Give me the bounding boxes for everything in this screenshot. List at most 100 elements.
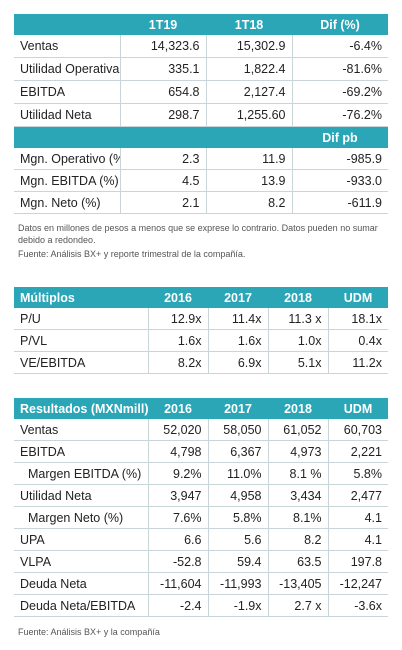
- note: Datos en millones de pesos a menos que s…: [18, 223, 378, 245]
- cell: 11.9: [205, 148, 292, 170]
- cell: 2.7 x: [267, 594, 328, 617]
- cell: 6,367: [207, 440, 268, 463]
- cell: 12.9x: [147, 308, 208, 330]
- cell: 13.9: [205, 169, 292, 192]
- cell: 5.1x: [267, 351, 328, 374]
- cell: -985.9: [291, 148, 388, 170]
- row: Margen EBITDA (%) 9.2% 11.0% 8.1 % 5.8%: [14, 462, 388, 485]
- cell: -2.4: [147, 594, 208, 617]
- row-label: Ventas: [14, 419, 148, 441]
- row-label: Mgn. Operativo (%): [14, 148, 120, 170]
- row-label: EBITDA: [14, 80, 120, 104]
- cell: 52,020: [147, 419, 208, 441]
- row-label: P/U: [14, 308, 148, 330]
- cell: 1.6x: [207, 329, 268, 352]
- row: P/VL 1.6x 1.6x 1.0x 0.4x: [14, 329, 388, 352]
- row: Utilidad Operativa 335.1 1,822.4 -81.6%: [14, 57, 388, 81]
- cell: -76.2%: [291, 103, 388, 127]
- cell: 11.0%: [207, 462, 268, 485]
- header-cell: Múltiplos: [14, 287, 148, 308]
- header-row: 1T19 1T18 Dif (%): [14, 14, 388, 35]
- header-cell: [14, 126, 120, 148]
- row: Ventas 52,020 58,050 61,052 60,703: [14, 419, 388, 441]
- header-cell: [206, 126, 292, 148]
- source: Fuente: Análisis BX+ y reporte trimestra…: [18, 249, 246, 259]
- header-cell: [14, 14, 120, 35]
- cell: 335.1: [119, 57, 206, 81]
- cell: -13,405: [267, 572, 328, 595]
- cell: 4.1: [327, 528, 388, 551]
- cell: 8.1%: [267, 506, 328, 529]
- cell: -11,604: [147, 572, 208, 595]
- cell: 4,973: [267, 440, 328, 463]
- cell: 8.2x: [147, 351, 208, 374]
- cell: 1.0x: [267, 329, 328, 352]
- cell: 60,703: [327, 419, 388, 441]
- row-label: EBITDA: [14, 440, 148, 463]
- row-label: Deuda Neta/EBITDA: [14, 594, 148, 617]
- header-row: Resultados (MXNmill) 2016 2017 2018 UDM: [14, 398, 388, 419]
- cell: 1,822.4: [205, 57, 292, 81]
- cell: -52.8: [147, 550, 208, 573]
- row-label: Margen Neto (%): [14, 506, 148, 529]
- cell: -12,247: [327, 572, 388, 595]
- row-label: Mgn. EBITDA (%): [14, 169, 120, 192]
- header-cell: 2018: [268, 287, 328, 308]
- cell: 654.8: [119, 80, 206, 104]
- cell: 4.1: [327, 506, 388, 529]
- row-label: Utilidad Neta: [14, 484, 148, 507]
- multiples-table: Múltiplos 2016 2017 2018 UDM P/U 12.9x 11.4x 11.…: [14, 287, 388, 374]
- row: P/U 12.9x 11.4x 11.3 x 18.1x: [14, 308, 388, 330]
- row-label: VLPA: [14, 550, 148, 573]
- cell: 5.6: [207, 528, 268, 551]
- cell: 4.5: [119, 169, 206, 192]
- cell: -933.0: [291, 169, 388, 192]
- cell: 1.6x: [147, 329, 208, 352]
- source: Fuente: Análisis BX+ y la compañía: [18, 627, 160, 637]
- cell: 5.8%: [207, 506, 268, 529]
- cell: 2,477: [327, 484, 388, 507]
- row-label: Ventas: [14, 35, 120, 58]
- cell: 3,434: [267, 484, 328, 507]
- header-cell: UDM: [328, 398, 388, 419]
- row: Deuda Neta -11,604 -11,993 -13,405 -12,247: [14, 572, 388, 595]
- cell: 4,958: [207, 484, 268, 507]
- row: Mgn. Operativo (%) 2.3 11.9 -985.9: [14, 148, 388, 170]
- cell: -611.9: [291, 191, 388, 214]
- cell: 8.2: [205, 191, 292, 214]
- cell: 58,050: [207, 419, 268, 441]
- cell: 63.5: [267, 550, 328, 573]
- row-label: Utilidad Operativa: [14, 57, 120, 81]
- row-label: VE/EBITDA: [14, 351, 148, 374]
- cell: -6.4%: [291, 35, 388, 58]
- cell: 6.6: [147, 528, 208, 551]
- row: Utilidad Neta 3,947 4,958 3,434 2,477: [14, 484, 388, 507]
- cell: 14,323.6: [119, 35, 206, 58]
- row: UPA 6.6 5.6 8.2 4.1: [14, 528, 388, 551]
- row-label: Mgn. Neto (%): [14, 191, 120, 214]
- header-row: Múltiplos 2016 2017 2018 UDM: [14, 287, 388, 308]
- cell: 11.3 x: [267, 308, 328, 330]
- header-cell: Dif (%): [292, 14, 388, 35]
- row-label: Utilidad Neta: [14, 103, 120, 127]
- row: Ventas 14,323.6 15,302.9 -6.4%: [14, 35, 388, 58]
- cell: 1,255.60: [205, 103, 292, 127]
- header-cell: [120, 126, 206, 148]
- header-cell: UDM: [328, 287, 388, 308]
- cell: 59.4: [207, 550, 268, 573]
- cell: 197.8: [327, 550, 388, 573]
- subheader-row: Dif pb: [14, 126, 388, 148]
- cell: 2,221: [327, 440, 388, 463]
- row: Margen Neto (%) 7.6% 5.8% 8.1% 4.1: [14, 506, 388, 529]
- cell: 298.7: [119, 103, 206, 127]
- row: Mgn. EBITDA (%) 4.5 13.9 -933.0: [14, 169, 388, 192]
- cell: 6.9x: [207, 351, 268, 374]
- header-cell: 2018: [268, 398, 328, 419]
- row-label: Margen EBITDA (%): [14, 462, 148, 485]
- row: EBITDA 4,798 6,367 4,973 2,221: [14, 440, 388, 463]
- row: Utilidad Neta 298.7 1,255.60 -76.2%: [14, 103, 388, 127]
- results-table: Resultados (MXNmill) 2016 2017 2018 UDM Venta…: [14, 398, 388, 617]
- cell: 18.1x: [327, 308, 388, 330]
- row-label: P/VL: [14, 329, 148, 352]
